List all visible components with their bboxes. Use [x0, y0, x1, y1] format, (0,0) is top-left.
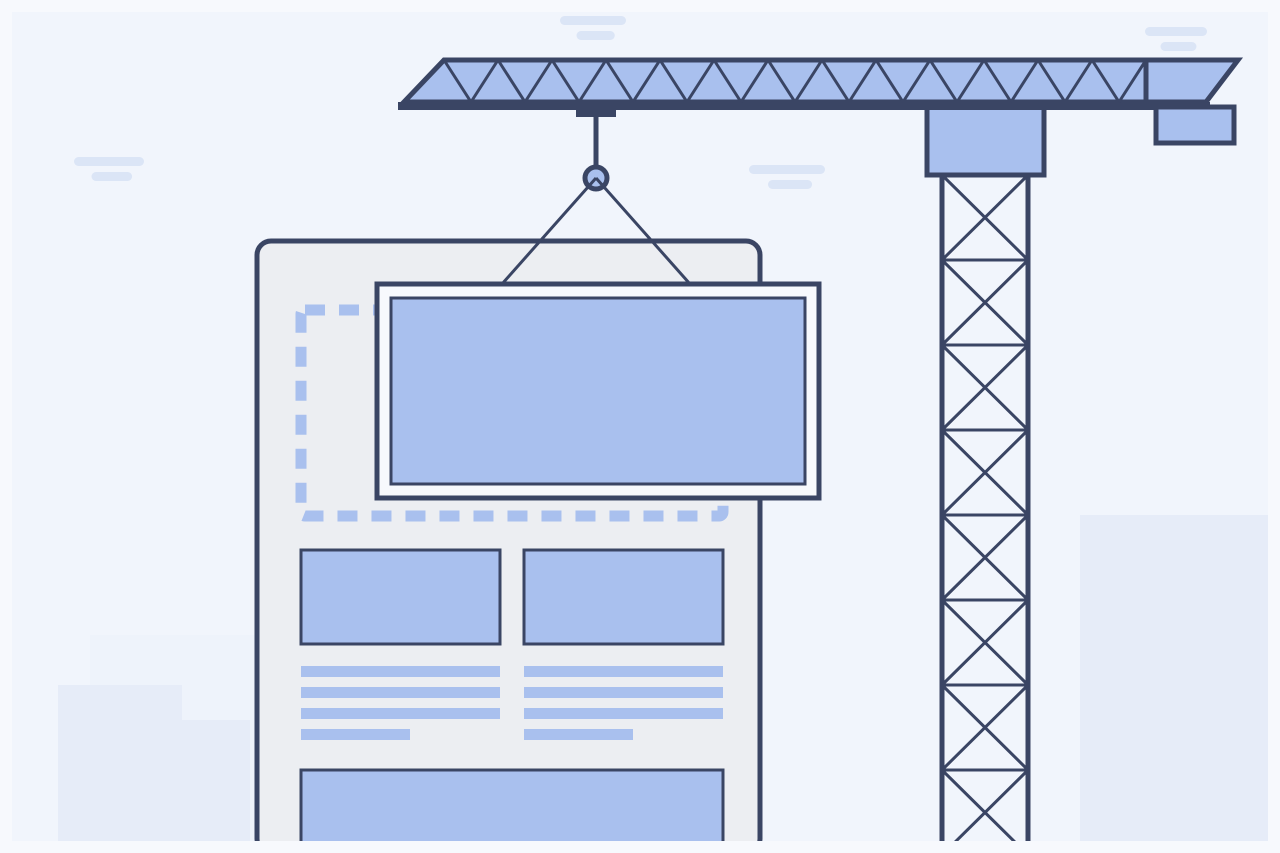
hero-block-inner — [391, 298, 805, 484]
skyline-front-0 — [58, 685, 182, 853]
trolley — [576, 107, 616, 117]
text-line-left-0 — [301, 666, 500, 677]
page-banner — [301, 770, 723, 853]
skyline-front-1 — [180, 720, 250, 853]
crane-cab — [927, 107, 1044, 175]
text-line-right-3 — [524, 729, 633, 740]
text-line-right-0 — [524, 666, 723, 677]
text-line-right-1 — [524, 687, 723, 698]
column-image-left — [301, 550, 500, 644]
crane-counterweight — [1156, 107, 1234, 143]
construction-infographic — [0, 0, 1280, 853]
column-image-right — [524, 550, 723, 644]
text-line-left-3 — [301, 729, 410, 740]
text-line-left-2 — [301, 708, 500, 719]
text-line-left-1 — [301, 687, 500, 698]
crane-jib — [398, 60, 1152, 110]
text-line-right-2 — [524, 708, 723, 719]
